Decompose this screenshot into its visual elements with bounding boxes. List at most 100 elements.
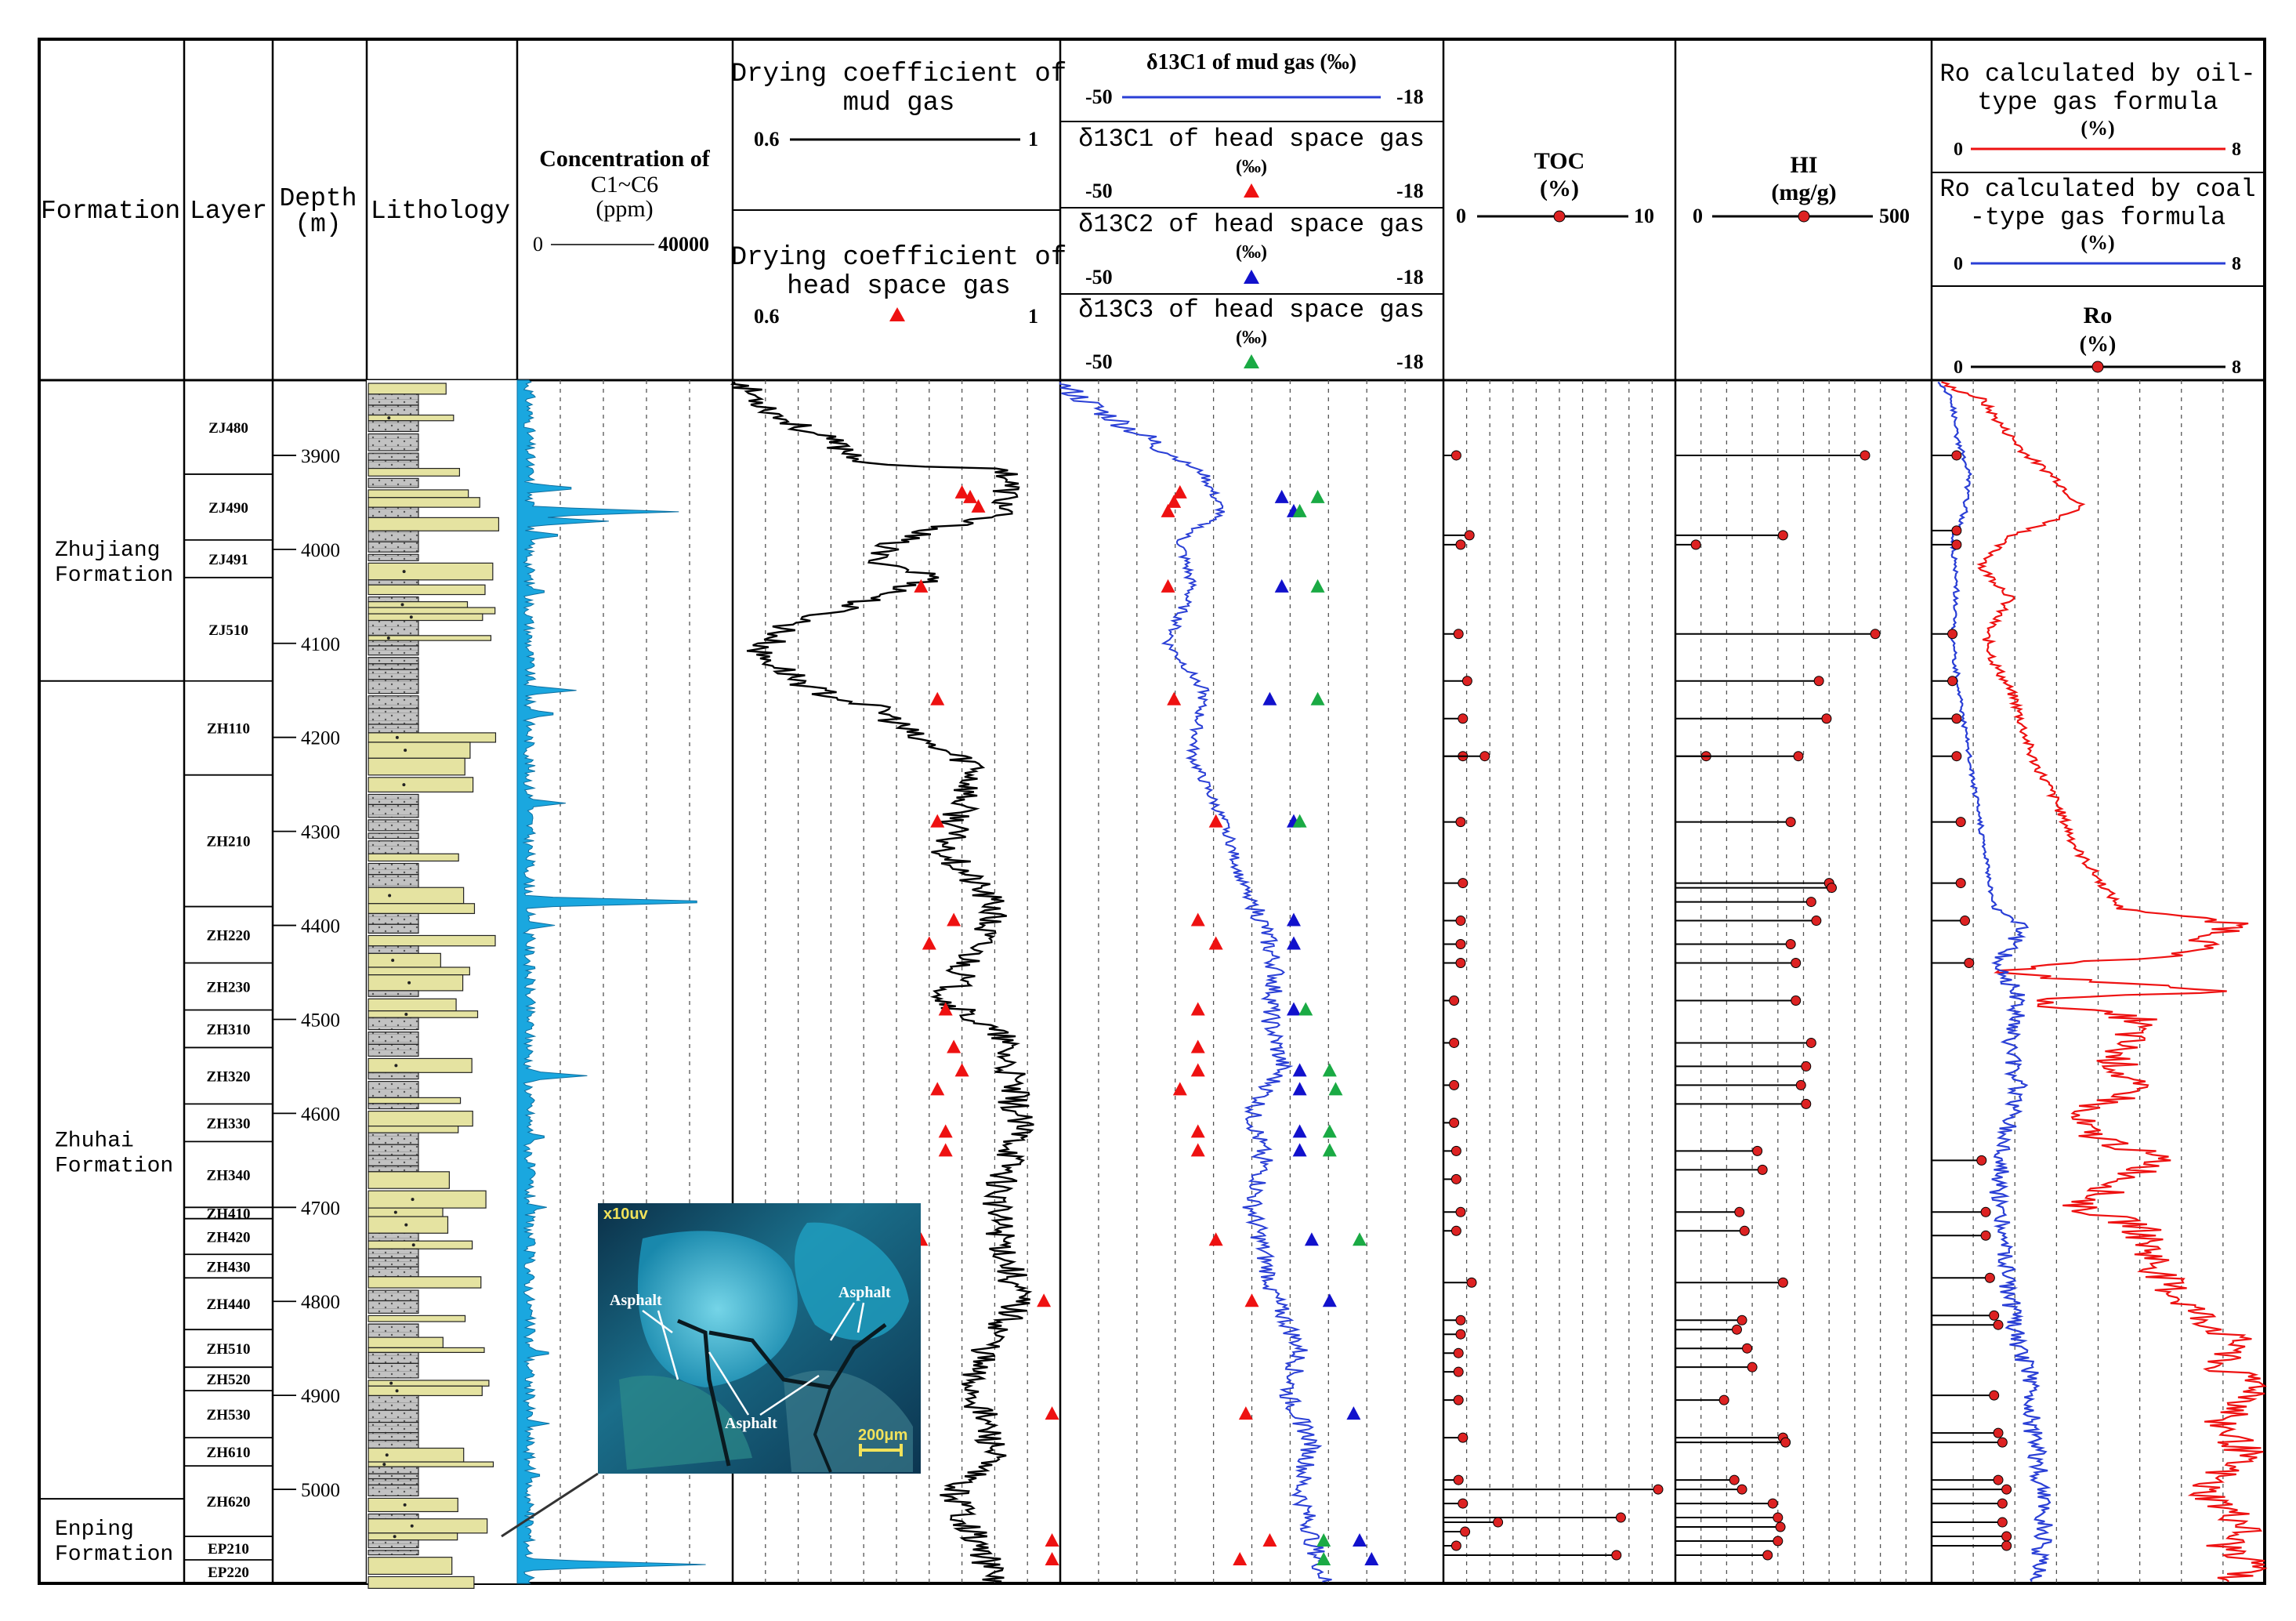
d13c1-head-marker: [1208, 814, 1223, 828]
lithology-dot: [393, 1535, 397, 1539]
mudstone-bed: [368, 819, 419, 832]
sandstone-bed: [368, 1216, 449, 1234]
ro-point: [1993, 1427, 2004, 1438]
toc-point: [1466, 1277, 1477, 1288]
dry-mud-max: 1: [1028, 128, 1038, 150]
conc-max: 40000: [658, 233, 709, 256]
d13c3-head-marker: [1353, 1232, 1367, 1246]
formation-track: ZhujiangFormationZhuhaiFormationEnpingFo…: [39, 539, 184, 1567]
d13c2-head-marker: [1346, 1406, 1361, 1420]
toc-point: [1455, 1206, 1466, 1217]
mudstone-bed: [368, 874, 419, 888]
mudstone-bed: [368, 1550, 419, 1556]
conc-title: Concentration of: [539, 146, 710, 172]
hi-point: [1801, 1098, 1812, 1109]
ro-point: [1989, 1390, 2000, 1401]
mudstone-bed: [368, 1032, 419, 1045]
depth-tick-label: 3900: [301, 446, 340, 467]
mudstone-bed: [368, 1484, 419, 1496]
sandstone-bed: [368, 1110, 473, 1127]
toc-point: [1453, 1347, 1464, 1358]
dry-head-marker: [938, 1143, 953, 1157]
layer-label: ZH310: [207, 1021, 251, 1038]
sandstone-bed: [368, 1461, 494, 1467]
sandstone-bed: [368, 562, 494, 581]
layer-label: ZJ480: [208, 420, 248, 437]
layer-label: ZH440: [207, 1296, 251, 1313]
inset-grain: [619, 1375, 752, 1470]
toc-point: [1455, 817, 1466, 828]
dry-head-marker: [1045, 1533, 1059, 1547]
ro-point: [2001, 1484, 2012, 1495]
d13c2-head-marker: [1304, 1232, 1319, 1246]
mudstone-bed: [368, 619, 419, 636]
d13c1-head-marker: [1190, 1143, 1205, 1157]
toc-point: [1449, 1079, 1460, 1090]
sandstone-bed: [368, 584, 486, 596]
toc-point: [1458, 878, 1468, 889]
depth-unit: (m): [295, 210, 341, 239]
toc-point: [1449, 1037, 1460, 1048]
mudstone-bed: [368, 912, 419, 925]
toc-point: [1450, 1225, 1461, 1236]
mudstone-bed: [368, 1080, 419, 1098]
mudstone-bed: [368, 923, 419, 934]
isotope-track: [1059, 382, 1379, 1583]
sandstone-bed: [368, 1447, 465, 1463]
inset-arrows: [642, 1302, 865, 1416]
dry-head-marker: [1045, 1552, 1059, 1566]
dry-head-marker: [971, 499, 986, 513]
concentration-area: [516, 379, 706, 1584]
mudstone-bed: [368, 1432, 419, 1441]
sandstone-bed: [368, 1347, 485, 1354]
mudstone-bed: [368, 832, 419, 840]
toc-hi-headers: TOC (%) 0 10 HI (mg/g) 0 500: [1456, 148, 1910, 227]
d13c3-head-marker: [1322, 1063, 1337, 1077]
sandstone-bed: [368, 489, 469, 499]
inset-label-asphalt: Asphalt: [610, 1292, 662, 1309]
mudstone-bed: [368, 1155, 419, 1167]
d13c1-head-marker: [1190, 1124, 1205, 1138]
conc-title2: C1~C6: [591, 172, 658, 198]
mudstone-bed: [368, 1300, 419, 1314]
sandstone-bed: [368, 1010, 479, 1018]
toc-title: TOC: [1534, 148, 1584, 174]
ro-point: [1964, 958, 1975, 969]
mudstone-bed: [368, 1144, 419, 1156]
toc-point: [1458, 1432, 1468, 1443]
dry-head-marker: [930, 1082, 945, 1096]
inset-scale-label: 200μm: [858, 1427, 907, 1444]
sandstone-bed: [368, 1576, 475, 1589]
hi-point: [1729, 1474, 1740, 1485]
d13c3-head-title: δ13C3 of head space gas: [1078, 296, 1425, 325]
dry-mud-line: [730, 381, 1034, 1583]
lithology-dot: [391, 959, 395, 963]
lithology-dot: [395, 1389, 399, 1393]
sandstone-bed: [368, 497, 480, 508]
depth-tick-label: 4200: [301, 728, 340, 749]
dry-head-marker: [954, 484, 969, 499]
toc-legend-marker: [1553, 210, 1566, 223]
lithology-dot: [389, 1381, 393, 1385]
d13c3-head-marker: [1292, 814, 1307, 828]
mudstone-bed: [368, 530, 419, 542]
formation-label: Formation: [55, 1154, 173, 1178]
lithology-dot: [400, 603, 404, 607]
mudstone-bed: [368, 1323, 419, 1338]
toc-point: [1455, 1315, 1466, 1325]
dry-head-marker: [1045, 1406, 1059, 1420]
conc-min: 0: [533, 233, 543, 256]
toc-unit: (%): [1540, 176, 1579, 201]
inset-tag: x10uv: [603, 1206, 649, 1223]
d13c3-head-unit: (‰): [1236, 328, 1267, 348]
layer-label: ZH610: [207, 1445, 251, 1461]
toc-point: [1453, 1394, 1464, 1405]
mudstone-bed: [368, 663, 419, 670]
lithology-track: [367, 380, 517, 1589]
mudstone-bed: [368, 803, 419, 818]
hi-point: [1811, 916, 1822, 927]
hi-min: 0: [1693, 205, 1703, 227]
hi-point: [1752, 1145, 1763, 1156]
toc-point: [1615, 1512, 1626, 1523]
mudstone-bed: [368, 541, 419, 553]
